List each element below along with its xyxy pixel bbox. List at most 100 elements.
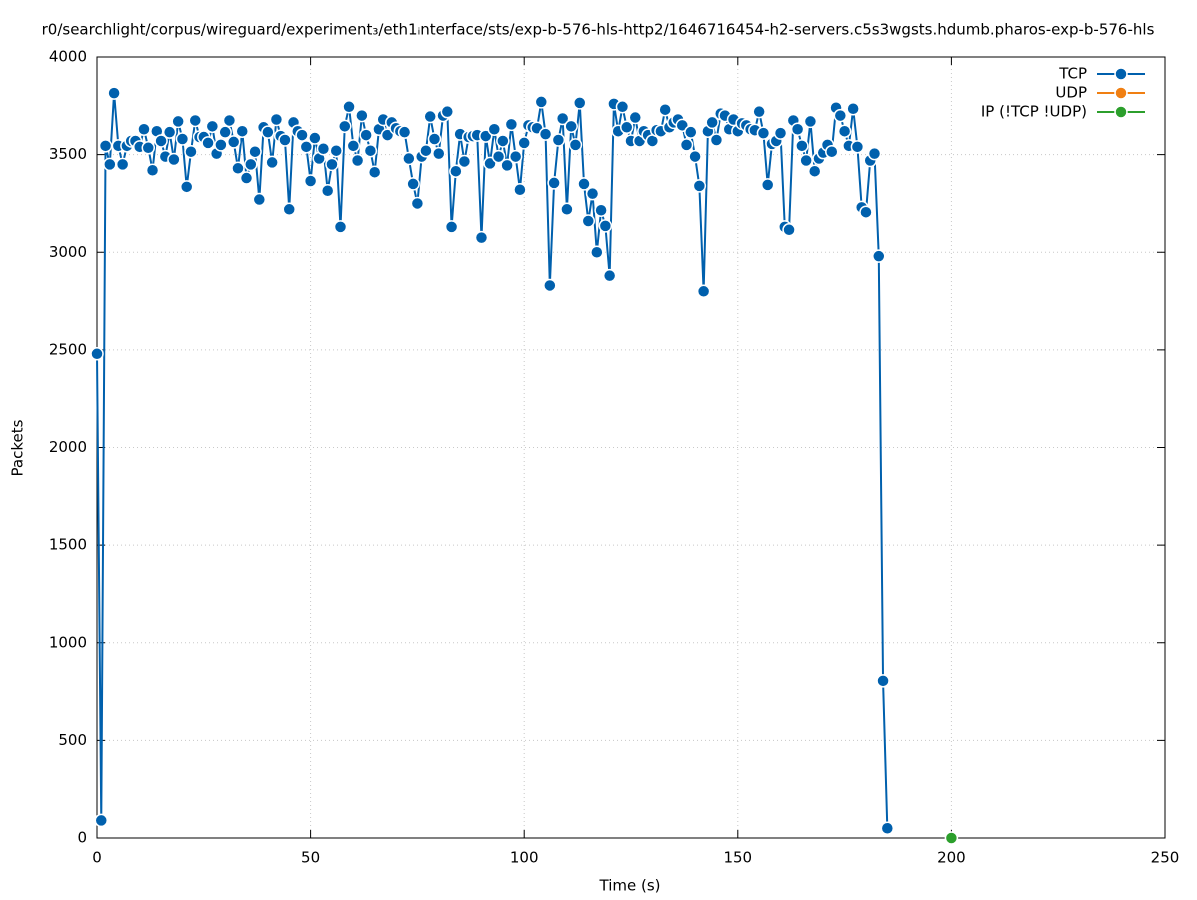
data-point xyxy=(543,278,557,293)
data-point xyxy=(795,139,809,153)
data-point xyxy=(756,126,771,140)
y-tick-label: 1500 xyxy=(49,536,87,554)
data-point xyxy=(581,214,596,228)
data-point xyxy=(145,163,160,177)
data-point xyxy=(308,131,322,145)
data-point xyxy=(496,134,510,148)
data-point xyxy=(773,126,788,140)
data-point xyxy=(141,141,156,155)
data-point xyxy=(872,249,886,263)
data-point xyxy=(684,125,698,139)
data-point xyxy=(585,186,600,201)
data-point xyxy=(474,230,489,245)
data-point xyxy=(564,119,578,134)
data-point xyxy=(551,133,566,147)
data-point xyxy=(577,177,591,191)
data-point xyxy=(423,109,437,124)
data-point xyxy=(799,153,813,168)
y-tick-label: 3500 xyxy=(49,145,87,163)
data-point xyxy=(342,100,356,114)
data-point xyxy=(244,157,258,172)
data-point xyxy=(222,113,237,128)
data-point xyxy=(790,122,805,136)
data-point xyxy=(517,136,531,150)
data-point xyxy=(432,146,446,161)
data-point xyxy=(235,124,249,138)
data-point xyxy=(850,140,865,154)
data-point xyxy=(205,119,220,134)
data-point xyxy=(303,174,318,188)
data-point xyxy=(226,135,241,149)
data-point xyxy=(782,223,796,237)
legend-marker xyxy=(1114,67,1128,81)
data-point xyxy=(572,96,587,110)
data-point xyxy=(402,151,416,166)
data-point xyxy=(397,125,412,139)
data-point xyxy=(760,178,775,192)
data-point xyxy=(547,176,561,190)
data-point xyxy=(487,122,502,136)
y-tick-label: 0 xyxy=(77,829,87,847)
x-tick-label: 50 xyxy=(301,849,320,867)
data-point xyxy=(615,100,630,114)
data-point xyxy=(410,196,425,211)
data-point xyxy=(115,157,130,172)
data-point xyxy=(320,183,335,198)
data-point xyxy=(218,125,232,139)
data-point xyxy=(944,831,959,845)
x-tick-label: 250 xyxy=(1151,849,1180,867)
data-point xyxy=(338,119,352,134)
x-tick-label: 100 xyxy=(510,849,539,867)
data-point xyxy=(504,117,519,132)
data-point xyxy=(508,149,523,164)
data-point xyxy=(837,124,852,138)
data-point xyxy=(184,144,198,159)
data-point xyxy=(355,108,369,123)
y-tick-label: 3000 xyxy=(49,243,87,261)
legend-label: IP (!TCP !UDP) xyxy=(981,103,1087,121)
data-point xyxy=(679,138,694,152)
data-point xyxy=(658,102,672,117)
y-tick-label: 500 xyxy=(58,731,87,749)
data-point xyxy=(103,157,117,172)
data-point xyxy=(696,284,711,299)
data-point xyxy=(265,155,279,170)
data-point xyxy=(278,133,292,147)
data-point xyxy=(269,112,284,127)
data-point xyxy=(295,128,309,142)
data-point xyxy=(692,179,707,193)
data-point xyxy=(316,142,331,156)
data-point xyxy=(367,165,382,179)
data-point xyxy=(867,146,882,161)
data-point xyxy=(803,114,818,129)
data-point xyxy=(709,133,724,147)
data-point xyxy=(175,132,190,146)
data-point xyxy=(248,144,262,159)
data-point xyxy=(282,202,296,217)
data-point xyxy=(239,171,254,185)
data-point xyxy=(594,203,608,218)
data-point xyxy=(538,127,553,141)
data-point xyxy=(90,347,104,361)
data-point xyxy=(137,122,151,136)
legend-marker xyxy=(1114,86,1128,100)
data-point xyxy=(299,140,314,154)
y-tick-label: 2000 xyxy=(49,438,87,456)
data-point xyxy=(513,183,527,197)
data-point xyxy=(568,138,583,152)
data-point xyxy=(154,134,168,148)
data-point xyxy=(444,220,459,234)
y-axis-label: Packets xyxy=(9,419,27,476)
data-point xyxy=(261,125,275,139)
data-point xyxy=(214,138,228,152)
data-point xyxy=(825,144,839,159)
data-point xyxy=(162,125,177,139)
data-point xyxy=(346,139,361,153)
series-line xyxy=(96,93,889,829)
x-tick-label: 200 xyxy=(937,849,966,867)
data-point xyxy=(688,149,702,164)
data-point xyxy=(440,104,455,119)
data-point xyxy=(555,111,570,126)
data-point xyxy=(628,110,643,125)
y-tick-label: 2500 xyxy=(49,340,87,358)
